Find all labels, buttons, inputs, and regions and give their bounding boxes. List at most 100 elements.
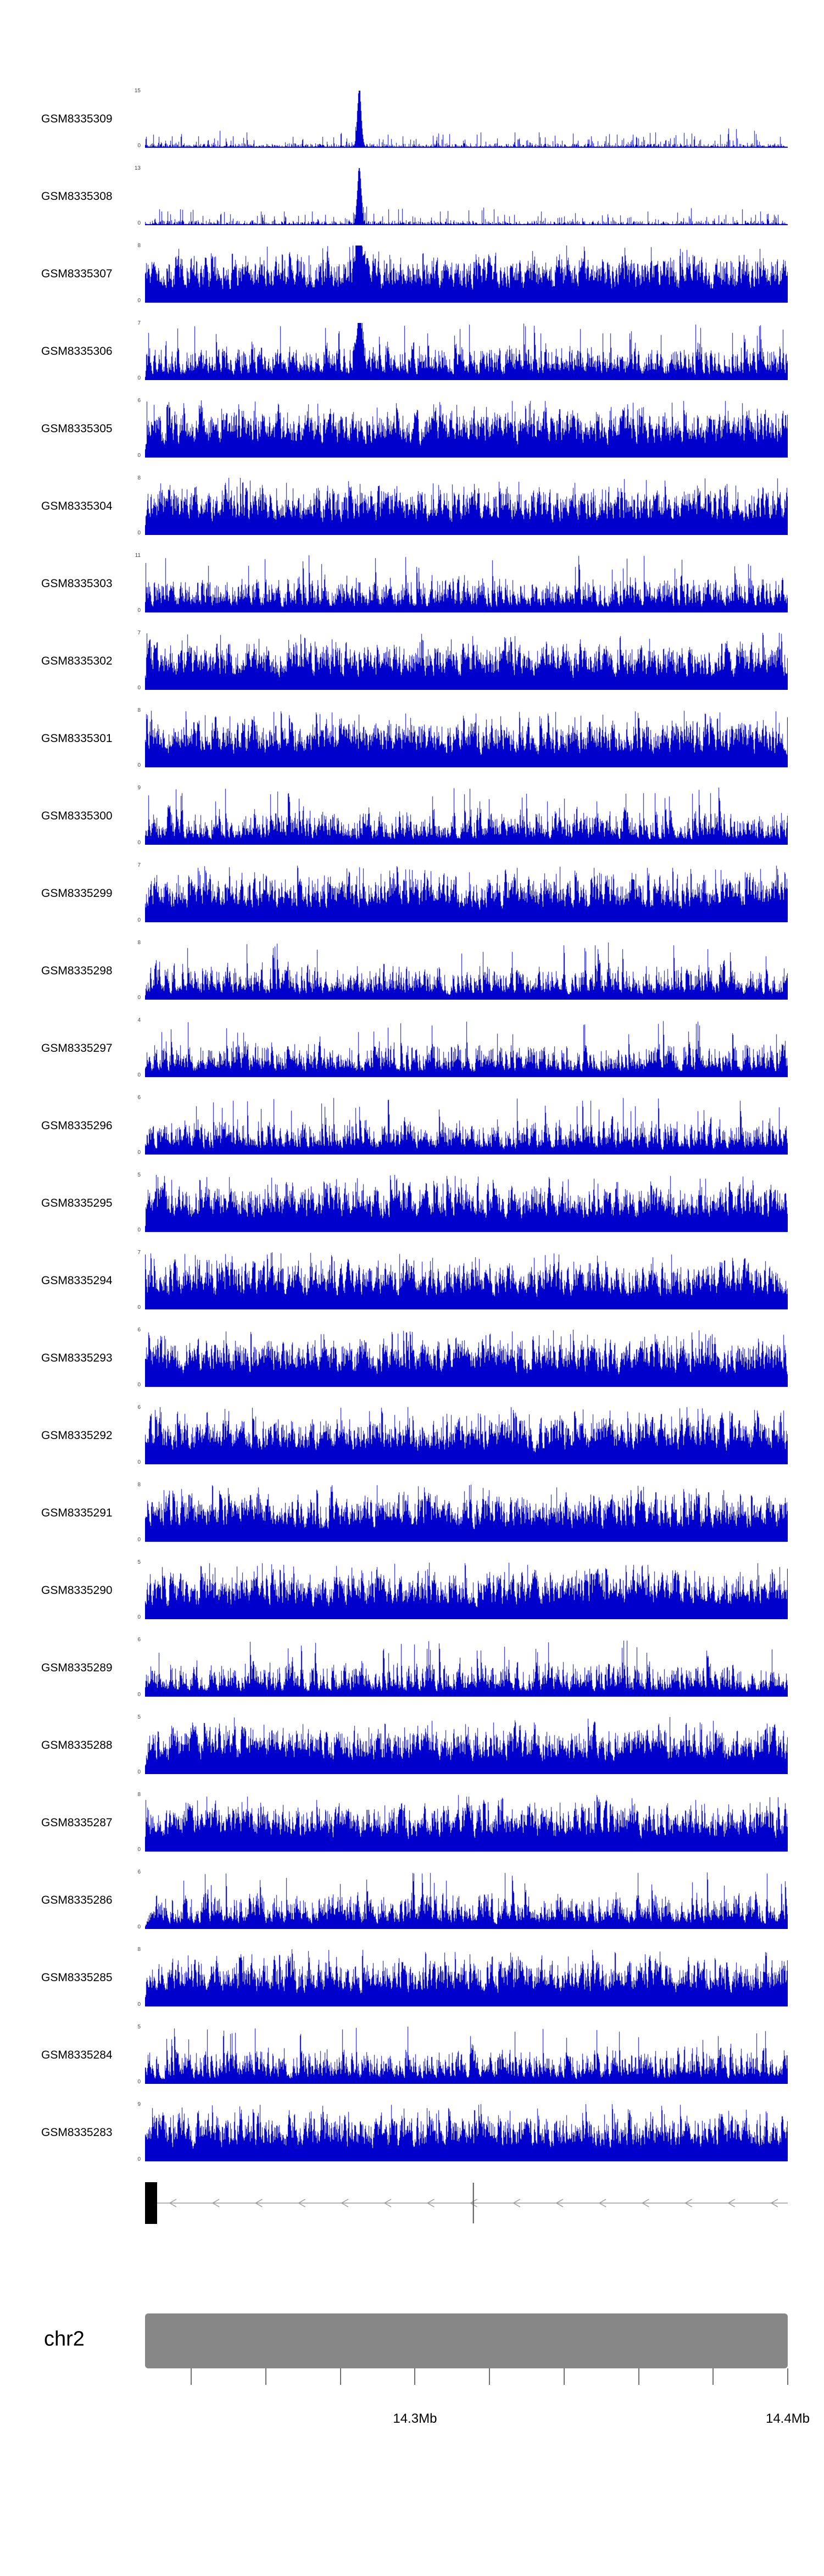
- y-axis-min-label: 0: [137, 1769, 141, 1775]
- track-label: GSM8335305: [41, 422, 113, 435]
- strand-arrow-left-icon: [598, 2199, 606, 2207]
- tracks-container: GSM8335309 15 0 GSM8335308 13 0 GSM83353…: [0, 88, 824, 2182]
- y-axis-max-label: 6: [137, 398, 141, 404]
- gene-model-track: [145, 2178, 788, 2228]
- track-label: GSM8335293: [41, 1352, 113, 1364]
- axis-tick-label: 14.3Mb: [393, 2411, 437, 2426]
- strand-arrow-left-icon: [341, 2199, 349, 2207]
- signal-track-row: GSM8335289 6 0: [0, 1637, 824, 1717]
- track-label: GSM8335288: [41, 1739, 113, 1752]
- signal-track-row: GSM8335296 6 0: [0, 1095, 824, 1175]
- signal-track-row: GSM8335294 7 0: [0, 1250, 824, 1330]
- track-label: GSM8335289: [41, 1661, 113, 1674]
- signal-plot-canvas: [145, 1330, 788, 1387]
- y-axis-max-label: 6: [137, 1404, 141, 1410]
- strand-arrow-left-icon: [383, 2199, 392, 2207]
- track-label: GSM8335284: [41, 2049, 113, 2061]
- signal-plot-canvas: [145, 168, 788, 225]
- signal-track-row: GSM8335299 7 0: [0, 862, 824, 943]
- signal-plot-canvas: [145, 1562, 788, 1619]
- y-axis-min-label: 0: [137, 2001, 141, 2008]
- signal-plot-canvas: [145, 400, 788, 458]
- signal-plot-canvas: [145, 943, 788, 1000]
- y-axis-max-label: 8: [137, 707, 141, 713]
- strand-arrow-left-icon: [641, 2199, 649, 2207]
- strand-arrow-left-icon: [298, 2199, 306, 2207]
- signal-track-row: GSM8335306 7 0: [0, 321, 824, 400]
- signal-plot-canvas: [145, 865, 788, 922]
- y-axis-min-label: 0: [137, 530, 141, 536]
- y-axis-min-label: 0: [137, 1304, 141, 1311]
- signal-plot-canvas: [145, 710, 788, 767]
- track-label: GSM8335297: [41, 1042, 113, 1055]
- signal-track-row: GSM8335284 5 0: [0, 2024, 824, 2104]
- signal-plot-canvas: [145, 2027, 788, 2084]
- track-label: GSM8335291: [41, 1507, 113, 1519]
- y-axis-min-label: 0: [137, 220, 141, 226]
- signal-plot-canvas: [145, 1175, 788, 1232]
- axis-tick-label: 14.4Mb: [765, 2411, 810, 2426]
- y-axis-min-label: 0: [137, 2156, 141, 2162]
- signal-plot-canvas: [145, 246, 788, 303]
- y-axis-min-label: 0: [137, 298, 141, 304]
- axis-tick: [339, 2368, 341, 2385]
- strand-arrow-left-icon: [211, 2199, 220, 2207]
- strand-arrow-left-icon: [426, 2199, 435, 2207]
- signal-plot-canvas: [145, 1020, 788, 1077]
- track-label: GSM8335296: [41, 1119, 113, 1132]
- y-axis-max-label: 5: [137, 1559, 141, 1565]
- signal-track-row: GSM8335290 5 0: [0, 1559, 824, 1640]
- y-axis-min-label: 0: [137, 1227, 141, 1233]
- signal-plot-canvas: [145, 555, 788, 612]
- y-axis-max-label: 6: [137, 1637, 141, 1643]
- signal-track-row: GSM8335301 8 0: [0, 707, 824, 788]
- signal-track-row: GSM8335295 5 0: [0, 1172, 824, 1252]
- track-label: GSM8335306: [41, 345, 113, 358]
- track-label: GSM8335299: [41, 887, 113, 900]
- axis-tick: [787, 2368, 788, 2385]
- track-label: GSM8335301: [41, 732, 113, 745]
- y-axis-max-label: 7: [137, 1250, 141, 1256]
- signal-plot-canvas: [145, 1717, 788, 1774]
- track-label: GSM8335290: [41, 1584, 113, 1597]
- y-axis-max-label: 6: [137, 1869, 141, 1875]
- y-axis-max-label: 6: [137, 1095, 141, 1101]
- track-label: GSM8335300: [41, 810, 113, 822]
- axis-tick: [265, 2368, 266, 2385]
- y-axis-max-label: 9: [137, 785, 141, 791]
- y-axis-max-label: 8: [137, 243, 141, 249]
- strand-arrow-left-icon: [684, 2199, 692, 2207]
- y-axis-max-label: 5: [137, 2024, 141, 2030]
- track-label: GSM8335309: [41, 113, 113, 125]
- y-axis-max-label: 5: [137, 1172, 141, 1178]
- signal-track-row: GSM8335297 4 0: [0, 1018, 824, 1097]
- signal-track-row: GSM8335288 5 0: [0, 1714, 824, 1794]
- signal-track-row: GSM8335305 6 0: [0, 398, 824, 478]
- strand-arrow-left-icon: [513, 2199, 521, 2207]
- signal-track-row: GSM8335285 8 0: [0, 1947, 824, 2027]
- y-axis-min-label: 0: [137, 1614, 141, 1620]
- y-axis-min-label: 0: [137, 995, 141, 1001]
- signal-track-row: GSM8335302 7 0: [0, 631, 824, 710]
- y-axis-max-label: 8: [137, 1792, 141, 1798]
- y-axis-max-label: 8: [137, 1482, 141, 1488]
- track-label: GSM8335286: [41, 1894, 113, 1906]
- y-axis-min-label: 0: [137, 1382, 141, 1388]
- y-axis-max-label: 7: [137, 862, 141, 868]
- axis-tick: [414, 2368, 416, 2385]
- chromosome-bar: [145, 2313, 788, 2368]
- y-axis-max-label: 5: [137, 1714, 141, 1720]
- y-axis-min-label: 0: [137, 1537, 141, 1543]
- gene-model-svg: [145, 2182, 788, 2224]
- y-axis-min-label: 0: [137, 1459, 141, 1465]
- signal-track-row: GSM8335308 13 0: [0, 166, 824, 246]
- signal-plot-canvas: [145, 1252, 788, 1309]
- y-axis-min-label: 0: [137, 685, 141, 691]
- signal-plot-canvas: [145, 1794, 788, 1852]
- track-label: GSM8335308: [41, 190, 113, 203]
- signal-plot-canvas: [145, 1485, 788, 1542]
- y-axis-max-label: 8: [137, 940, 141, 946]
- y-axis-max-label: 15: [134, 88, 141, 94]
- track-label: GSM8335295: [41, 1197, 113, 1209]
- track-label: GSM8335287: [41, 1816, 113, 1829]
